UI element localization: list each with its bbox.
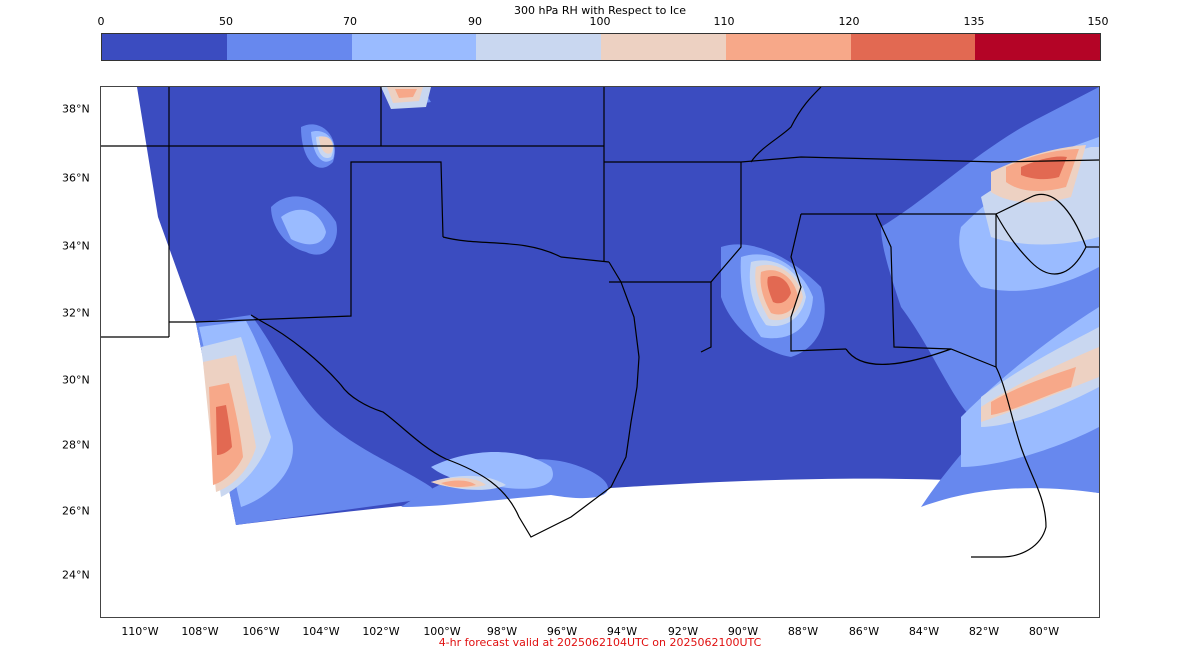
colorbar-segment	[102, 34, 227, 60]
lat-label: 36°N	[62, 171, 90, 185]
colorbar-segment	[351, 34, 477, 60]
colorbar	[101, 33, 1101, 61]
colorbar-tick-0: 0	[97, 15, 105, 28]
state-boundaries	[101, 87, 1099, 558]
lat-label: 24°N	[62, 568, 90, 582]
colorbar-tick-100: 100	[589, 15, 611, 28]
lat-label: 38°N	[62, 102, 90, 116]
lon-label: 90°W	[727, 625, 759, 638]
colorbar-segment	[725, 34, 851, 60]
forecast-valid-note: 4-hr forecast valid at 2025062104UTC on …	[438, 636, 762, 649]
colorbar-segment	[850, 34, 976, 60]
lon-label: 110°W	[121, 625, 159, 638]
lat-label: 32°N	[62, 306, 90, 320]
colorbar-tick-150: 150	[1087, 15, 1109, 28]
colorbar-segment	[975, 34, 1100, 60]
lon-label: 84°W	[908, 625, 940, 638]
lat-label: 26°N	[62, 504, 90, 518]
lon-label: 100°W	[423, 625, 461, 638]
colorbar-segment	[226, 34, 352, 60]
lon-label: 104°W	[302, 625, 340, 638]
colorbar-segment	[476, 34, 601, 60]
colorbar-title: 300 hPa RH with Respect to Ice	[514, 4, 686, 17]
rh-map	[101, 87, 1099, 558]
lon-label: 86°W	[848, 625, 880, 638]
lon-label: 82°W	[968, 625, 1000, 638]
colorbar-tick-70: 70	[343, 15, 357, 28]
colorbar-segment	[601, 34, 726, 60]
colorbar-tick-120: 120	[838, 15, 860, 28]
colorbar-tick-90: 90	[468, 15, 482, 28]
lon-label: 94°W	[606, 625, 638, 638]
colorbar-tick-135: 135	[963, 15, 985, 28]
colorbar-tick-110: 110	[713, 15, 735, 28]
forecast-domain	[137, 87, 1099, 525]
colorbar-tick-50: 50	[219, 15, 233, 28]
lat-label: 28°N	[62, 438, 90, 452]
lon-label: 98°W	[486, 625, 518, 638]
lat-label: 30°N	[62, 373, 90, 387]
map-frame	[100, 86, 1100, 618]
lon-label: 92°W	[667, 625, 699, 638]
lon-label: 102°W	[362, 625, 400, 638]
lon-label: 108°W	[181, 625, 219, 638]
lon-label: 106°W	[242, 625, 280, 638]
lat-label: 34°N	[62, 239, 90, 253]
rh-contour-120-135	[216, 156, 1067, 455]
lon-label: 80°W	[1028, 625, 1060, 638]
lon-label: 88°W	[787, 625, 819, 638]
lon-label: 96°W	[546, 625, 578, 638]
